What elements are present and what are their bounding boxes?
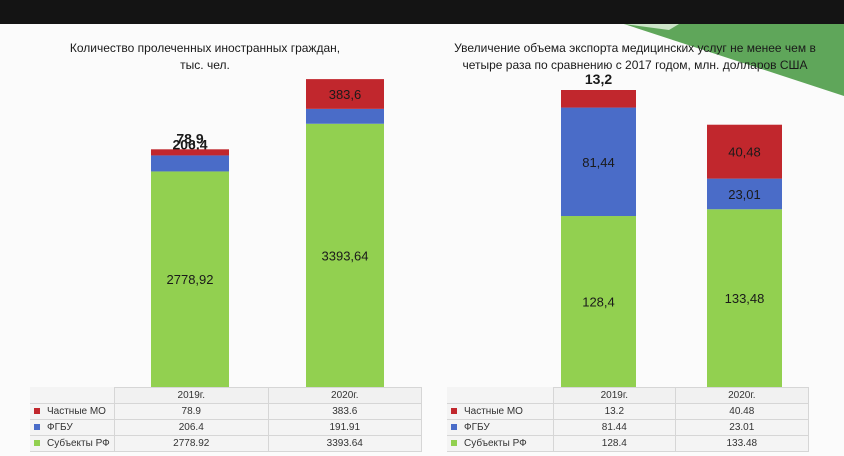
legend-label-fgbu: ФГБУ <box>464 422 490 433</box>
table-cell: 40.48 <box>674 403 810 420</box>
legend-swatch-subekty <box>34 440 40 447</box>
legend-swatch-subekty <box>451 440 457 447</box>
table-column-header: 2020г. <box>267 387 422 404</box>
table-cell: 128.4 <box>553 435 676 452</box>
legend-swatch-fgbu <box>451 424 457 431</box>
table-cell: 23.01 <box>674 419 810 436</box>
chart-2-label-chastnye-2: 40,48 <box>728 145 761 160</box>
legend-swatch-fgbu <box>34 424 40 431</box>
legend-label-fgbu: ФГБУ <box>47 422 73 433</box>
chart-2-bar-chastnye-1 <box>561 90 636 108</box>
table-cell: 2778.92 <box>114 435 269 452</box>
chart-1-bar-fgbu-1 <box>151 155 229 172</box>
table-column-header: 2019г. <box>114 387 269 404</box>
green-corner-decoration <box>624 24 844 96</box>
table-column-header: 2019г. <box>553 387 676 404</box>
chart-1-bar-subekty-1 <box>151 171 229 387</box>
table-cell: 81.44 <box>553 419 676 436</box>
chart-1-label-subekty-1: 2778,92 <box>167 272 214 287</box>
table-series-label: ФГБУ <box>30 419 115 436</box>
chart-2-bar-subekty-2 <box>707 209 782 387</box>
legend-label-chastnye: Частные МО <box>464 406 523 417</box>
table-corner-cell <box>30 388 115 404</box>
table-header-row: 2019г. 2020г. <box>30 387 422 404</box>
chart-2-bar-fgbu-2 <box>707 178 782 210</box>
table-cell: 383.6 <box>267 403 422 420</box>
table-cell: 3393.64 <box>267 435 422 452</box>
table-series-label: Частные МО <box>30 403 115 420</box>
table-row: Частные МО 13.2 40.48 <box>447 403 810 420</box>
chart-2-label-chastnye-1: 13,2 <box>585 71 612 87</box>
chart-2-title: Увеличение объема экспорта медицинских у… <box>454 41 816 72</box>
slide-background <box>0 24 844 456</box>
table-cell: 133.48 <box>674 435 810 452</box>
chart-2-bar-fgbu-1 <box>561 107 636 217</box>
table-cell: 78.9 <box>114 403 269 420</box>
table-row: Субъекты РФ 2778.92 3393.64 <box>30 435 422 452</box>
chart-2-bar-subekty-1 <box>561 216 636 387</box>
chart-1-bar-chastnye-1 <box>151 149 229 156</box>
chart-2-label-fgbu-1: 81,44 <box>582 155 615 170</box>
chart-2-label-subekty-2: 133,48 <box>725 291 765 306</box>
table-row: Частные МО 78.9 383.6 <box>30 403 422 420</box>
legend-swatch-chastnye <box>34 408 40 415</box>
legend-label-subekty: Субъекты РФ <box>47 438 110 449</box>
legend-swatch-chastnye <box>451 408 457 415</box>
table-row: Субъекты РФ 128.4 133.48 <box>447 435 810 452</box>
table-series-label: ФГБУ <box>447 419 554 436</box>
chart-1-label-subekty-2: 3393,64 <box>322 248 369 263</box>
table-cell: 191.91 <box>267 419 422 436</box>
top-black-bar <box>0 0 844 24</box>
table-series-label: Субъекты РФ <box>447 435 554 452</box>
legend-label-chastnye: Частные МО <box>47 406 106 417</box>
table-corner-cell <box>447 388 554 404</box>
chart-1-bar-fgbu-2 <box>306 108 384 124</box>
chart-1-label-fgbu-1: 206,4 <box>172 136 207 152</box>
chart-1-title: Количество пролеченных иностранных гражд… <box>69 41 341 72</box>
chart-1-label-chastnye-1: 78,9 <box>176 130 203 146</box>
legend-label-subekty: Субъекты РФ <box>464 438 527 449</box>
table-row: ФГБУ 81.44 23.01 <box>447 419 810 436</box>
table-header-row: 2019г. 2020г. <box>447 387 810 404</box>
chart-2-label-fgbu-2: 23,01 <box>728 187 761 202</box>
chart-1-data-table: 2019г. 2020г. Частные МО 78.9 383.6 ФГБУ 206.4… <box>30 387 422 452</box>
table-row: ФГБУ 206.4 191.91 <box>30 419 422 436</box>
chart-1-bar-subekty-2 <box>306 123 384 387</box>
chart-2-data-table: 2019г. 2020г. Частные МО 13.2 40.48 ФГБУ 81.44… <box>447 387 810 452</box>
chart-2-label-subekty-1: 128,4 <box>582 295 615 310</box>
chart-1-label-chastnye-2: 383,6 <box>329 87 362 102</box>
chart-1-bar-chastnye-2 <box>306 79 384 109</box>
table-cell: 13.2 <box>553 403 676 420</box>
table-cell: 206.4 <box>114 419 269 436</box>
table-series-label: Частные МО <box>447 403 554 420</box>
table-column-header: 2020г. <box>674 387 810 404</box>
table-series-label: Субъекты РФ <box>30 435 115 452</box>
chart-2-bar-chastnye-2 <box>707 124 782 179</box>
